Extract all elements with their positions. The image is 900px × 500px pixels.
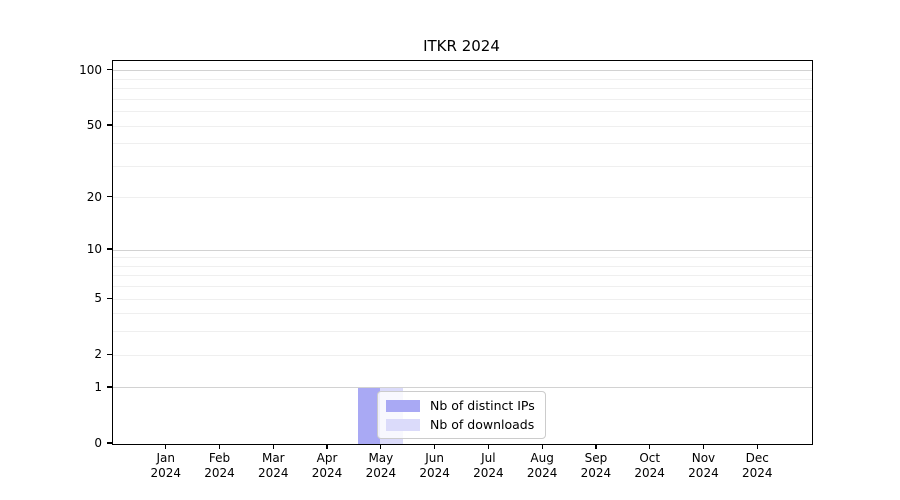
y-tick	[107, 442, 112, 444]
plot-area	[112, 60, 813, 445]
legend-swatch-distinct-ips	[386, 399, 420, 412]
y-gridline-minor	[113, 354, 812, 356]
x-tick-label: Jun 2024	[419, 451, 450, 480]
y-gridline-minor	[113, 111, 812, 113]
y-tick-label: 10	[86, 242, 102, 257]
y-gridline-minor	[113, 331, 812, 333]
x-tick	[702, 444, 705, 449]
y-gridline-major	[113, 387, 812, 389]
y-tick	[107, 69, 112, 71]
y-gridline-minor	[113, 298, 812, 300]
y-tick-label: 20	[86, 189, 102, 204]
x-tick	[756, 444, 758, 449]
y-gridline-minor	[113, 78, 812, 80]
x-tick-label: Aug 2024	[526, 451, 558, 480]
y-gridline-minor	[113, 143, 812, 145]
x-tick-label: Sep 2024	[580, 451, 612, 480]
x-tick-label: Nov 2024	[688, 451, 719, 480]
y-tick	[107, 248, 112, 250]
legend-item: Nb of downloads	[386, 417, 535, 432]
y-gridline-minor	[113, 313, 812, 315]
x-tick	[218, 444, 221, 449]
legend-swatch-downloads	[386, 418, 420, 431]
x-tick	[595, 444, 597, 449]
x-tick-label: Mar 2024	[258, 451, 289, 480]
y-gridline-minor	[113, 98, 812, 100]
x-tick	[487, 444, 489, 449]
x-tick-label: Apr 2024	[311, 451, 343, 480]
x-tick	[434, 444, 436, 449]
x-tick-label: Oct 2024	[634, 451, 665, 480]
legend-label: Nb of downloads	[430, 417, 535, 432]
y-tick-label: 5	[94, 291, 102, 306]
bar-nb-of-distinct-ips	[357, 387, 381, 444]
y-gridline-minor	[113, 88, 812, 90]
legend-item: Nb of distinct IPs	[386, 398, 535, 413]
x-tick	[272, 444, 274, 449]
x-tick-label: Feb 2024	[204, 451, 235, 480]
y-gridline-minor	[113, 165, 812, 167]
y-gridline-minor	[113, 286, 812, 288]
x-tick	[541, 444, 543, 449]
y-tick-label: 100	[79, 62, 102, 77]
y-tick	[107, 124, 112, 126]
y-tick-label: 50	[86, 118, 102, 133]
x-tick	[380, 444, 382, 449]
y-tick-label: 1	[94, 379, 102, 394]
x-tick-label: Dec 2024	[741, 451, 773, 480]
y-gridline-minor	[113, 257, 812, 259]
y-gridline-minor	[113, 125, 812, 127]
x-tick	[165, 444, 167, 449]
x-tick-label: Jan 2024	[150, 451, 182, 480]
y-gridline-major	[113, 70, 812, 72]
y-tick	[107, 196, 112, 198]
x-tick-label: May 2024	[365, 451, 397, 480]
x-tick-label: Jul 2024	[473, 451, 504, 480]
legend: Nb of distinct IPs Nb of downloads	[377, 391, 546, 439]
y-gridline-minor	[113, 265, 812, 267]
y-tick-label: 0	[94, 436, 102, 450]
legend-label: Nb of distinct IPs	[430, 398, 535, 413]
x-tick	[326, 444, 328, 449]
y-tick	[107, 297, 112, 299]
x-tick	[649, 444, 651, 449]
y-tick-label: 2	[94, 347, 102, 362]
chart-title: ITKR 2024	[423, 37, 500, 55]
y-gridline-minor	[113, 197, 812, 199]
y-gridline-major	[113, 249, 812, 251]
y-gridline-minor	[113, 275, 812, 277]
y-tick	[107, 353, 112, 355]
y-tick	[107, 386, 112, 388]
